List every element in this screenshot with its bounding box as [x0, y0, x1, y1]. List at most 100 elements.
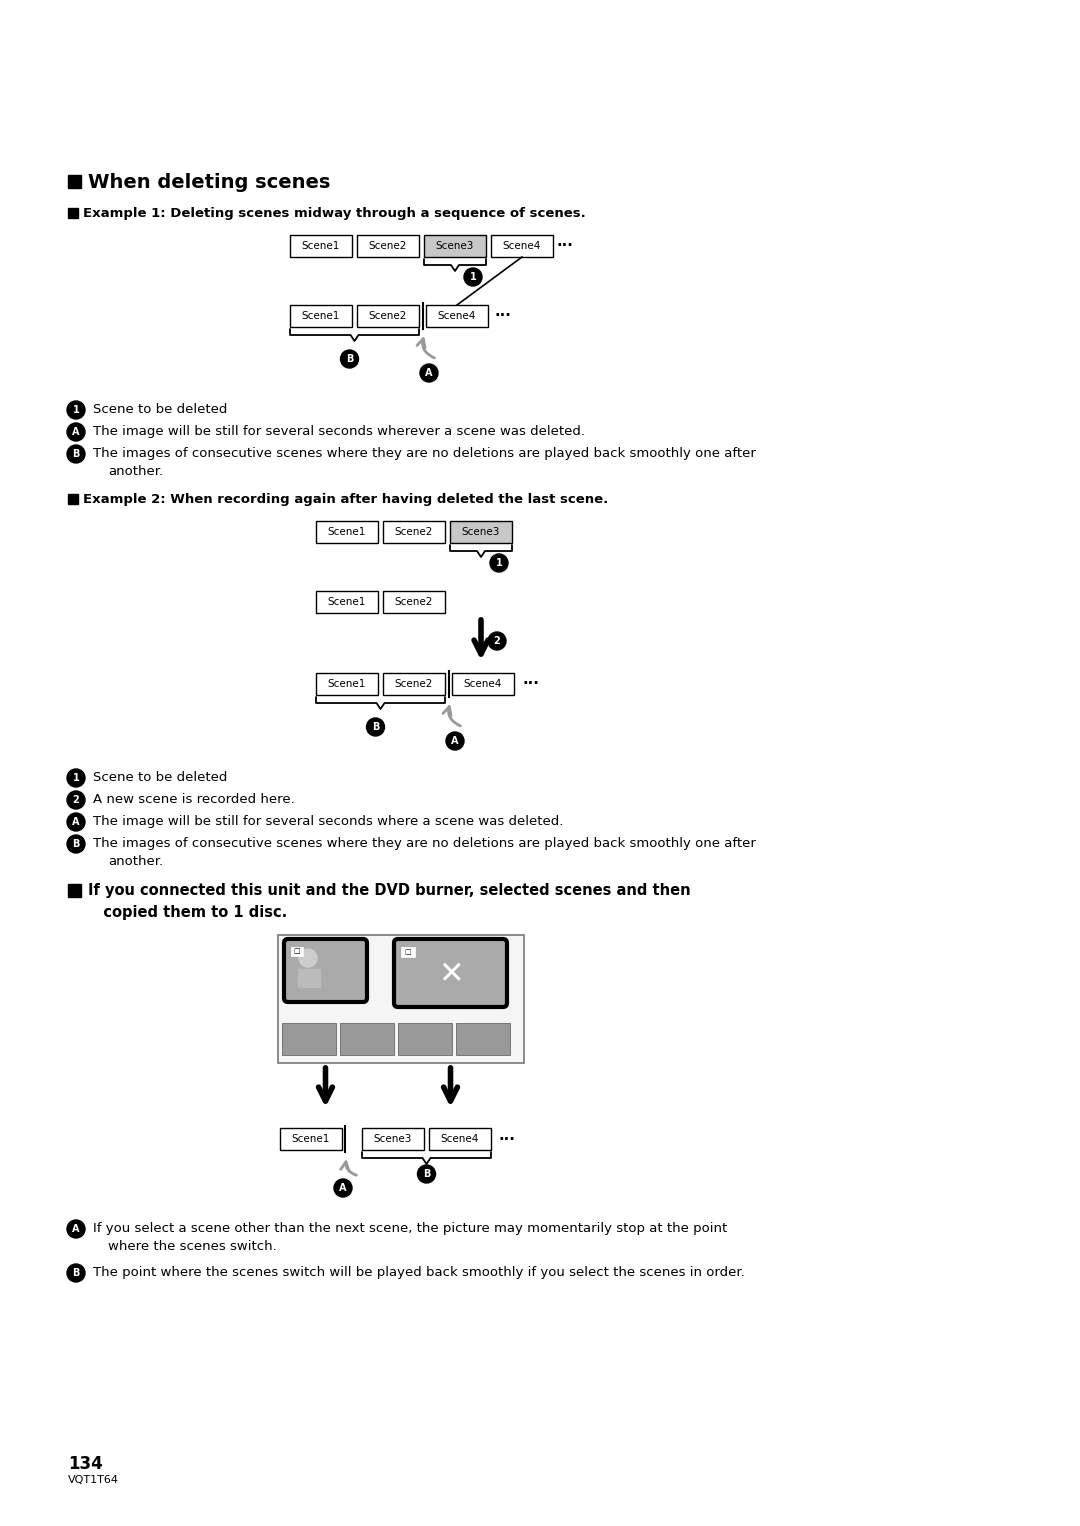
Bar [282, 1022, 336, 1054]
Text: A new scene is recorded here.: A new scene is recorded here. [93, 794, 295, 806]
Text: Scene to be deleted: Scene to be deleted [93, 403, 228, 417]
Circle shape [446, 732, 464, 749]
Text: A: A [451, 736, 459, 746]
FancyBboxPatch shape [284, 938, 367, 1003]
Circle shape [464, 269, 482, 285]
Text: Scene2: Scene2 [368, 311, 407, 320]
Bar [456, 1022, 510, 1054]
Text: □: □ [294, 949, 300, 954]
Text: where the scenes switch.: where the scenes switch. [108, 1241, 276, 1253]
Text: ···: ··· [495, 308, 512, 324]
Text: Scene3: Scene3 [374, 1134, 413, 1144]
FancyBboxPatch shape [383, 673, 445, 694]
Circle shape [334, 1180, 352, 1196]
FancyBboxPatch shape [424, 235, 486, 256]
FancyBboxPatch shape [383, 520, 445, 543]
Bar [399, 1022, 453, 1054]
Bar [340, 1022, 394, 1054]
FancyBboxPatch shape [316, 591, 378, 613]
Text: 1: 1 [72, 404, 79, 415]
FancyBboxPatch shape [280, 1128, 342, 1151]
Text: Scene2: Scene2 [395, 597, 433, 607]
Text: When deleting scenes: When deleting scenes [87, 172, 330, 192]
FancyBboxPatch shape [357, 235, 419, 256]
FancyBboxPatch shape [362, 1128, 424, 1151]
Text: Scene4: Scene4 [437, 311, 476, 320]
Text: Scene1: Scene1 [301, 311, 340, 320]
Text: Scene2: Scene2 [368, 241, 407, 250]
Circle shape [67, 1264, 85, 1282]
Text: B: B [72, 839, 80, 848]
Text: A: A [72, 816, 80, 827]
Text: 2: 2 [494, 636, 500, 645]
Text: another.: another. [108, 855, 163, 868]
Circle shape [67, 1219, 85, 1238]
Circle shape [67, 769, 85, 787]
Circle shape [67, 401, 85, 420]
FancyBboxPatch shape [316, 673, 378, 694]
Circle shape [67, 813, 85, 832]
Circle shape [67, 446, 85, 462]
Text: B: B [422, 1169, 430, 1180]
Text: B: B [346, 354, 353, 365]
FancyBboxPatch shape [429, 1128, 491, 1151]
Text: copied them to 1 disc.: copied them to 1 disc. [87, 905, 287, 920]
Text: B: B [72, 1268, 80, 1277]
Text: ···: ··· [556, 238, 572, 253]
FancyBboxPatch shape [383, 591, 445, 613]
Text: Scene1: Scene1 [301, 241, 340, 250]
Text: If you select a scene other than the next scene, the picture may momentarily sto: If you select a scene other than the nex… [93, 1222, 727, 1235]
Text: □: □ [405, 949, 411, 955]
Circle shape [418, 1164, 435, 1183]
Bar [401, 948, 415, 957]
Text: If you connected this unit and the DVD burner, selected scenes and then: If you connected this unit and the DVD b… [87, 884, 690, 897]
Text: The image will be still for several seconds wherever a scene was deleted.: The image will be still for several seco… [93, 426, 585, 438]
Text: A: A [426, 368, 433, 378]
Text: A: A [72, 1224, 80, 1235]
Text: B: B [72, 449, 80, 459]
Circle shape [366, 719, 384, 736]
Text: A: A [339, 1183, 347, 1193]
Bar [68, 494, 78, 504]
Text: ✕: ✕ [437, 960, 463, 989]
Text: Scene2: Scene2 [395, 526, 433, 537]
Text: ···: ··· [523, 676, 540, 691]
Bar [68, 208, 78, 218]
FancyBboxPatch shape [278, 935, 524, 1064]
Circle shape [67, 790, 85, 809]
Circle shape [340, 349, 359, 368]
Bar [291, 948, 303, 955]
Text: Scene4: Scene4 [503, 241, 541, 250]
FancyBboxPatch shape [453, 673, 514, 694]
Text: The point where the scenes switch will be played back smoothly if you select the: The point where the scenes switch will b… [93, 1267, 745, 1279]
Text: B: B [372, 722, 379, 732]
FancyBboxPatch shape [450, 520, 512, 543]
Text: 2: 2 [72, 795, 79, 806]
Circle shape [490, 554, 508, 572]
Text: VQT1T64: VQT1T64 [68, 1476, 119, 1485]
Bar [68, 175, 81, 188]
Text: Scene1: Scene1 [328, 679, 366, 690]
Text: A: A [72, 427, 80, 436]
Text: Scene to be deleted: Scene to be deleted [93, 771, 228, 784]
Text: Scene3: Scene3 [462, 526, 500, 537]
Bar [298, 969, 320, 987]
Text: 1: 1 [72, 774, 79, 783]
Text: The images of consecutive scenes where they are no deletions are played back smo: The images of consecutive scenes where t… [93, 447, 756, 459]
FancyBboxPatch shape [291, 305, 352, 327]
Text: 134: 134 [68, 1454, 103, 1473]
Text: 1: 1 [470, 272, 476, 282]
Text: another.: another. [108, 465, 163, 478]
Text: Scene1: Scene1 [292, 1134, 330, 1144]
Circle shape [67, 835, 85, 853]
Text: Scene2: Scene2 [395, 679, 433, 690]
Circle shape [299, 949, 318, 967]
Text: Scene1: Scene1 [328, 597, 366, 607]
FancyBboxPatch shape [357, 305, 419, 327]
FancyBboxPatch shape [394, 938, 507, 1007]
Circle shape [420, 365, 438, 382]
FancyBboxPatch shape [426, 305, 488, 327]
Text: Scene4: Scene4 [463, 679, 502, 690]
FancyBboxPatch shape [491, 235, 553, 256]
Text: ···: ··· [498, 1131, 515, 1146]
